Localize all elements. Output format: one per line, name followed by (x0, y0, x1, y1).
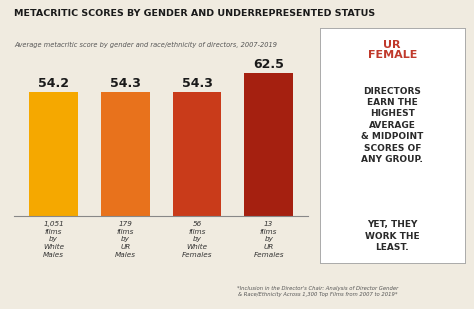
Text: UR
FEMALE: UR FEMALE (367, 40, 417, 60)
Text: 1,051
films
by
White
Males: 1,051 films by White Males (43, 221, 64, 258)
Text: 56
films
by
White
Females: 56 films by White Females (182, 221, 212, 258)
Text: 54.2: 54.2 (38, 77, 69, 90)
Text: METACRITIC SCORES BY GENDER AND UNDERREPRESENTED STATUS: METACRITIC SCORES BY GENDER AND UNDERREP… (14, 9, 375, 18)
Text: Average metacritic score by gender and race/ethnicity of directors, 2007-2019: Average metacritic score by gender and r… (14, 42, 277, 48)
Bar (101, 92, 150, 216)
Bar (244, 73, 293, 216)
Text: 13
films
by
UR
Females: 13 films by UR Females (254, 221, 284, 258)
Text: 54.3: 54.3 (110, 77, 141, 90)
Text: DIRECTORS
EARN THE
HIGHEST
AVERAGE
& MIDPOINT
SCORES OF
ANY GROUP.: DIRECTORS EARN THE HIGHEST AVERAGE & MID… (361, 87, 423, 164)
Text: 54.3: 54.3 (182, 77, 212, 90)
Text: *Inclusion in the Director's Chair: Analysis of Director Gender
& Race/Ethnicity: *Inclusion in the Director's Chair: Anal… (237, 286, 398, 297)
Bar (173, 92, 221, 216)
Text: 62.5: 62.5 (253, 58, 284, 71)
Text: YET, THEY
WORK THE
LEAST.: YET, THEY WORK THE LEAST. (365, 220, 419, 252)
Bar (29, 92, 78, 216)
Text: 179
films
by
UR
Males: 179 films by UR Males (115, 221, 136, 258)
